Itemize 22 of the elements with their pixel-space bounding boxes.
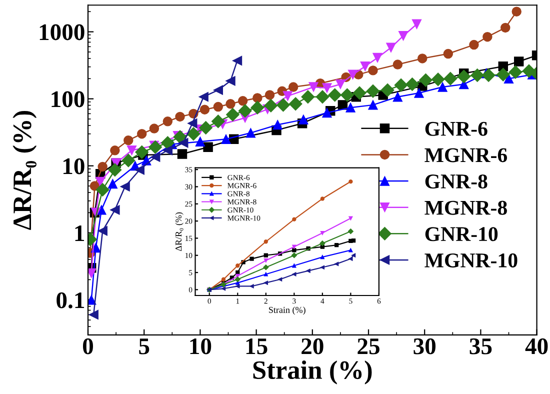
y-tick-label: 10	[64, 158, 84, 174]
legend-label: GNR-10	[425, 227, 498, 242]
y-tick-label: 100	[52, 91, 84, 108]
x-tick-label: 40	[525, 338, 548, 354]
x-tick-label: 30	[414, 338, 436, 354]
legend-label: GNR-6	[425, 122, 488, 136]
x-tick-label: 35	[470, 338, 492, 354]
y-axis-title: ΔR/R₀ (%)	[175, 212, 184, 251]
y-axis-title: ΔR/R₀ (%)	[12, 110, 37, 230]
x-axis-title: Strain (%)	[253, 360, 372, 384]
legend-label: MGNR-10	[424, 253, 518, 268]
x-tick-label: 20	[302, 338, 324, 354]
y-tick-label: 1	[75, 225, 84, 242]
legend-label: MGNR-6	[424, 148, 508, 162]
y-tick-label: 0.1	[56, 292, 84, 308]
legend-label: MGNR-8	[424, 200, 507, 215]
x-tick-label: 25	[358, 338, 380, 354]
x-axis-title: Strain (%)	[269, 306, 306, 315]
legend-label: GNR-8	[425, 174, 488, 189]
y-tick-label: 1000	[40, 24, 84, 40]
x-tick-label: 5	[139, 338, 150, 354]
x-tick-label: 15	[246, 338, 268, 354]
